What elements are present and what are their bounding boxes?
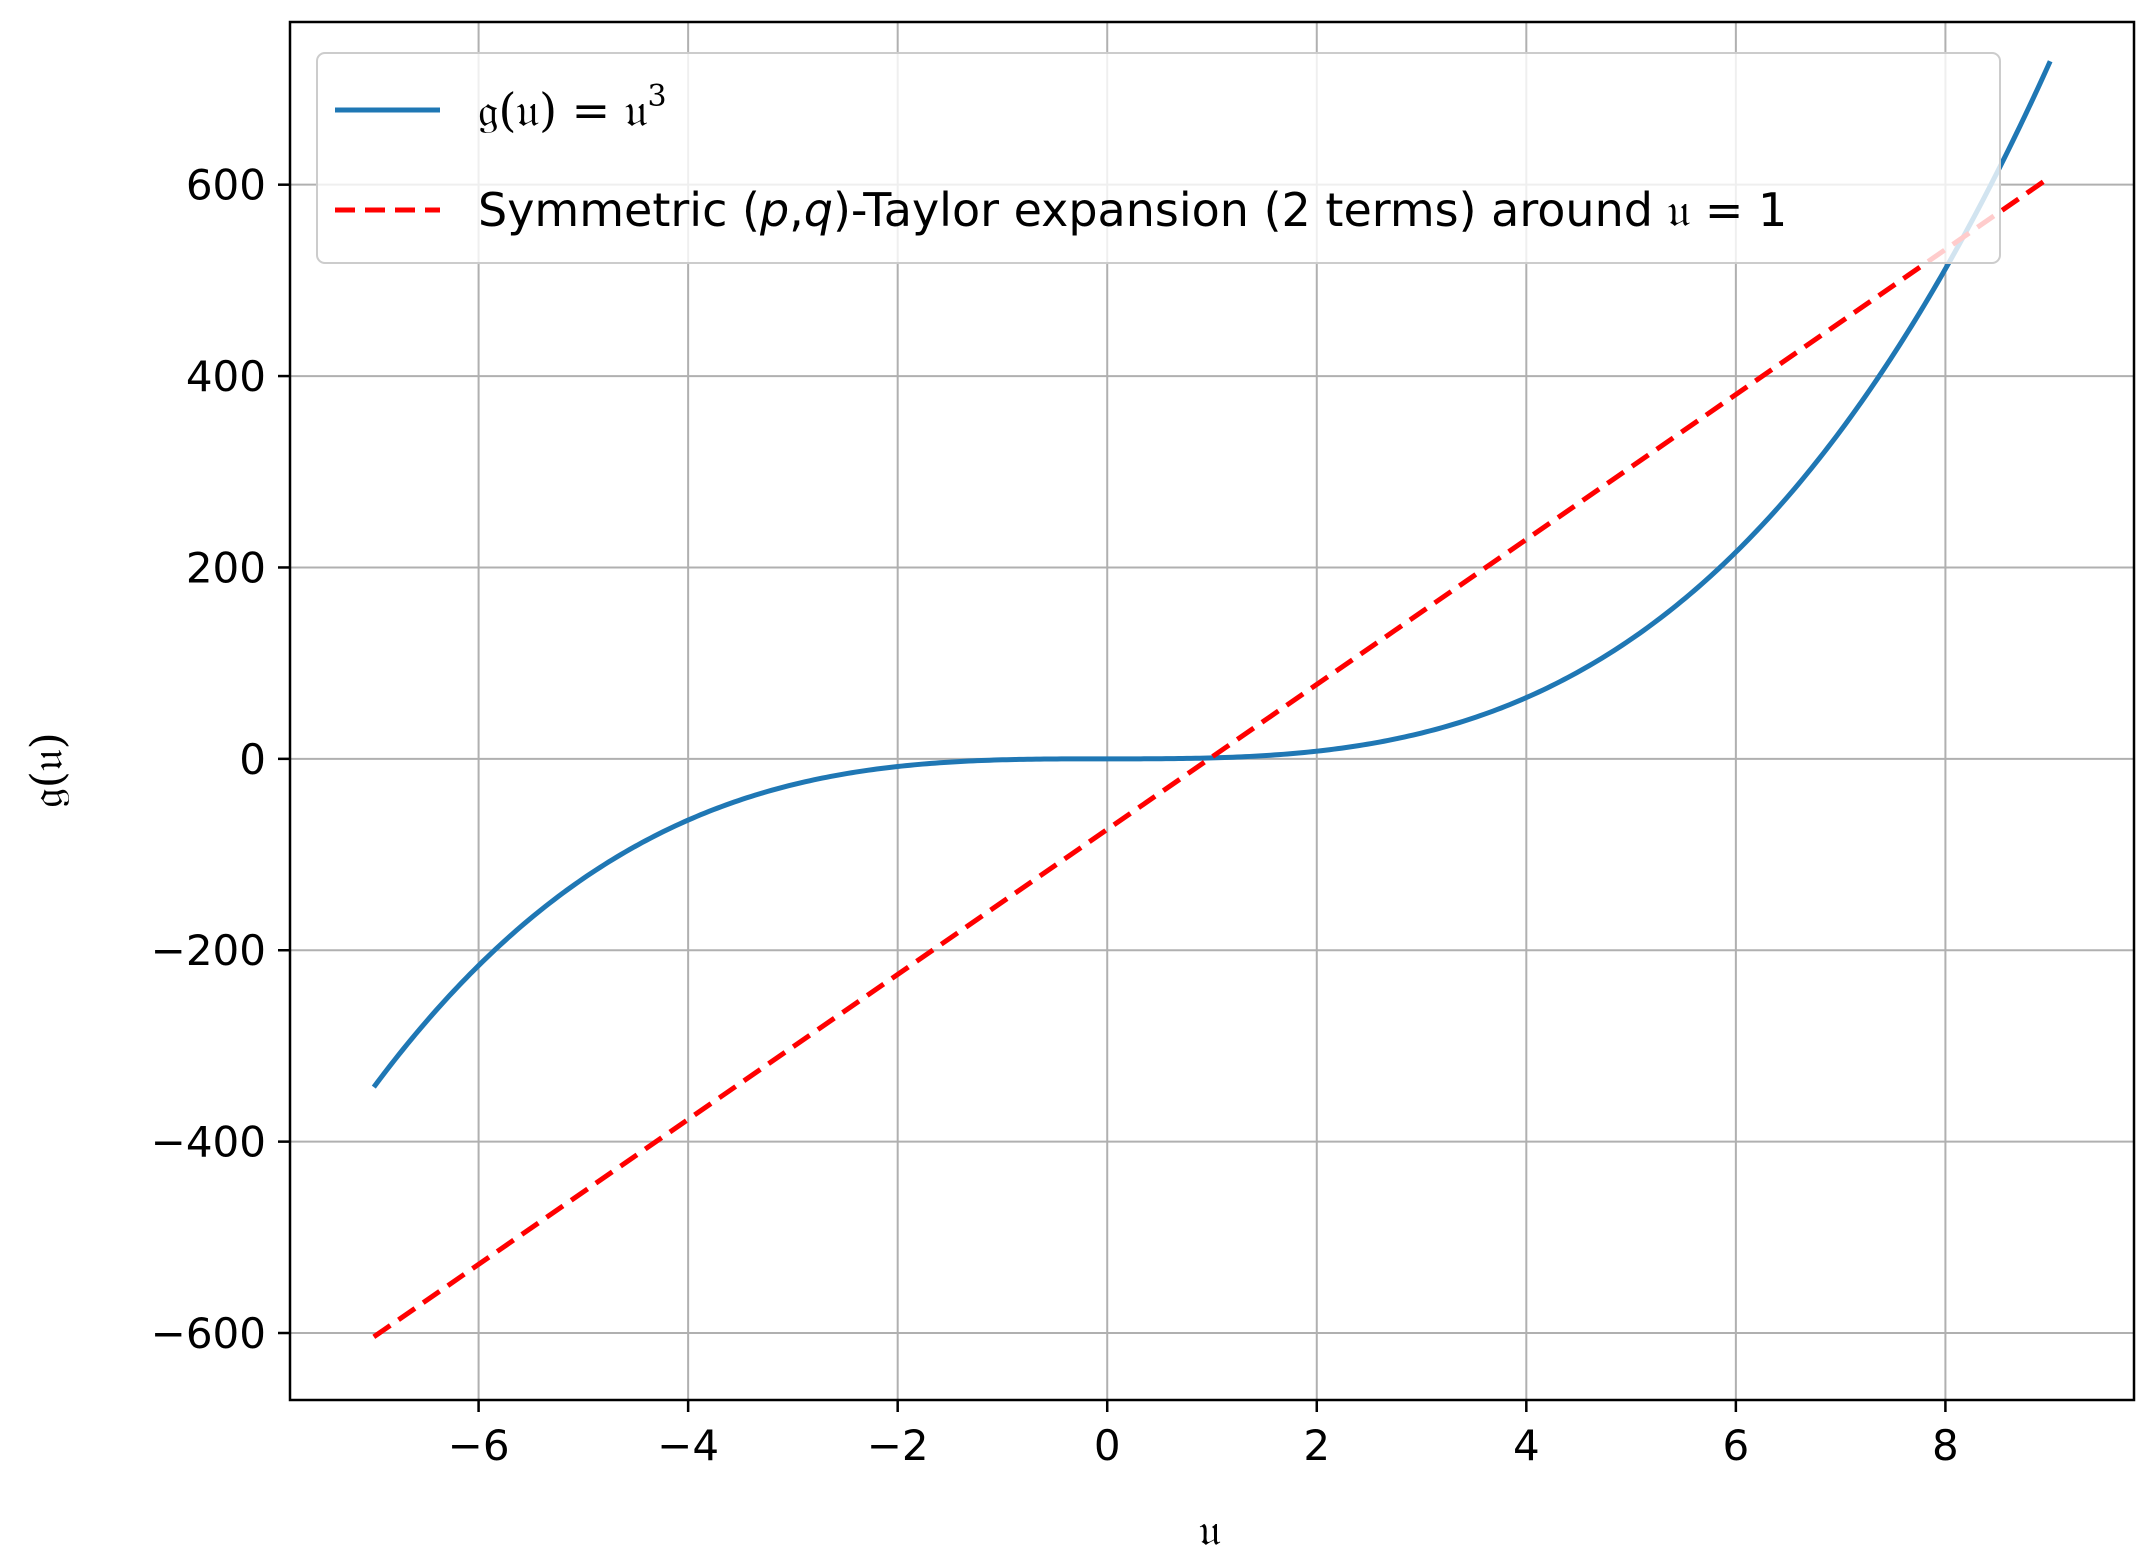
x-tick-label: 4 [1513,1421,1540,1470]
legend-label-taylor-end: = 1 [1690,183,1787,237]
series-line-taylor [372,174,2052,1339]
legend-label-taylor-suffix: )-Taylor expansion (2 terms) around [833,183,1668,237]
y-tick-label: 400 [186,352,266,401]
x-tick-label: 8 [1932,1421,1959,1470]
legend-label-cube-sup: 3 [648,79,667,114]
x-tick-label: −4 [657,1421,719,1470]
y-tick-label: −400 [151,1118,266,1167]
series-layer [371,60,2053,1339]
legend-label-taylor-prefix: Symmetric ( [478,183,760,237]
x-tick-label: 6 [1722,1421,1749,1470]
x-tick-label: −2 [867,1421,929,1470]
legend-label-taylor-q: q [804,183,833,237]
series-line-cube [371,60,2053,1089]
y-tick-label: 200 [186,543,266,592]
y-axis: −600 −400 −200 0 200 400 600 [151,161,290,1358]
y-tick-label: −600 [151,1309,266,1358]
legend-label-taylor: Symmetric (p,q)-Taylor expansion (2 term… [478,183,1787,237]
legend-box [316,52,2001,264]
legend-label-cube: 𝔤(𝔲) = 𝔲3 [478,79,667,137]
x-tick-label: 2 [1303,1421,1330,1470]
legend-label-taylor-p: p [759,183,789,237]
legend-label-taylor-var: 𝔲 [1668,183,1691,237]
legend-label-taylor-comma: , [789,183,804,237]
y-tick-label: 0 [239,735,266,784]
y-tick-label: −200 [151,926,266,975]
x-tick-label: −6 [448,1421,510,1470]
legend-label-cube-main: 𝔤(𝔲) = 𝔲 [478,83,648,137]
x-axis-label: 𝔲 [1199,1505,1221,1556]
y-axis-label: 𝔤(𝔲) [22,732,73,808]
plot-frame [288,20,2136,1402]
x-axis: −6 −4 −2 0 2 4 6 8 [448,1400,1959,1470]
legend: 𝔤(𝔲) = 𝔲3 Symmetric (p,q)-Taylor expansi… [316,52,2001,264]
y-tick-label: 600 [186,161,266,210]
x-tick-label: 0 [1094,1421,1121,1470]
